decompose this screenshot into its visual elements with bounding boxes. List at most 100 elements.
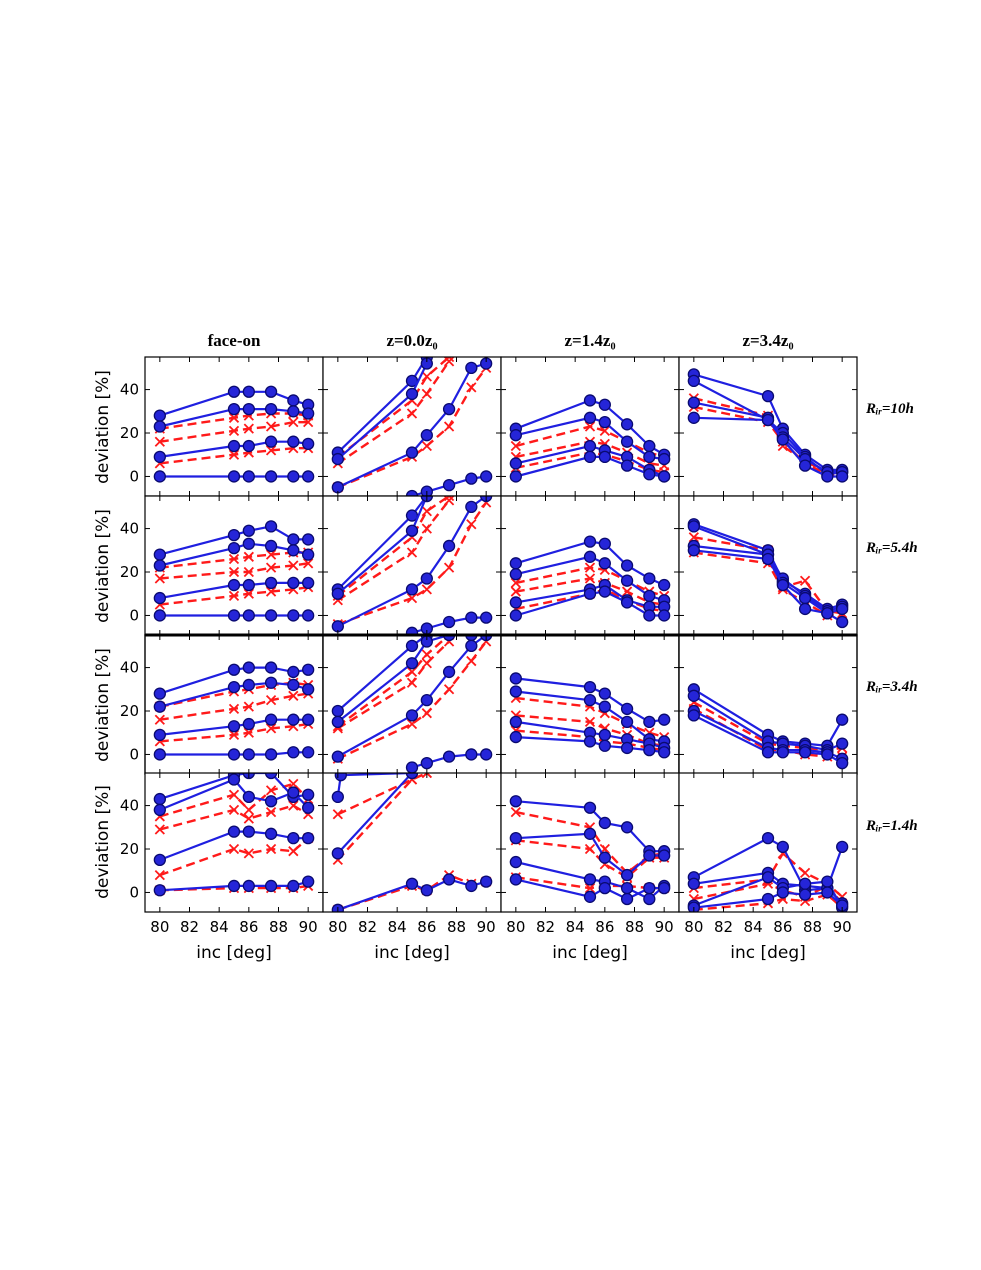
panel-r3-c1: 80 82 84 86 88 90 (322, 772, 502, 936)
cross-marker (584, 562, 596, 573)
circle-marker (761, 552, 775, 566)
cross-marker (265, 549, 277, 560)
cross-marker (421, 523, 432, 534)
circle-marker (227, 439, 241, 453)
circle-marker (302, 609, 315, 622)
circle-marker (687, 709, 700, 722)
cross-marker (243, 804, 254, 816)
circle-marker (302, 788, 315, 801)
circle-marker (583, 694, 597, 707)
cross-marker (466, 519, 477, 530)
x-tick-label-4: 88 (625, 918, 644, 936)
circle-marker (509, 457, 522, 470)
circle-marker (643, 892, 656, 906)
circle-marker (509, 715, 522, 729)
circle-marker (821, 607, 834, 620)
circle-marker (302, 548, 315, 561)
cross-marker (154, 869, 165, 881)
panel-plot-area (687, 832, 849, 912)
circle-marker (442, 402, 456, 416)
cross-marker (288, 417, 299, 428)
circle-marker (302, 746, 315, 759)
circle-marker (287, 678, 300, 692)
circle-marker (583, 550, 597, 563)
panel-frame (678, 772, 858, 913)
circle-marker (583, 801, 597, 814)
circle-marker (643, 572, 656, 585)
circle-marker (836, 602, 849, 616)
circle-marker (620, 821, 634, 834)
panel-r3-c2: 80 82 84 86 88 90 (500, 772, 680, 936)
cross-marker (799, 575, 811, 586)
cross-marker (243, 701, 254, 712)
cross-marker (510, 440, 521, 452)
circle-marker (264, 713, 278, 726)
circle-marker (583, 827, 597, 840)
circle-marker (287, 544, 300, 557)
panel-r3-c3: 80 82 84 86 88 90 (678, 772, 858, 936)
y-tick-label-2: 40 (120, 381, 139, 399)
x-tick-label-0: 80 (328, 918, 347, 936)
column-title-0: face-on (208, 331, 261, 350)
circle-marker (331, 587, 344, 600)
x-tick-label-3: 86 (239, 918, 258, 936)
panel-plot-area (153, 385, 315, 483)
circle-marker (153, 687, 166, 700)
ylabel-row-1: deviation [%] (93, 509, 113, 623)
circle-marker (509, 557, 522, 570)
column-title-3: z=3.4z₀ (742, 331, 793, 350)
circle-marker (480, 875, 493, 888)
cross-marker (243, 848, 254, 859)
circle-marker (509, 832, 522, 845)
cross-marker (228, 449, 240, 460)
cross-marker (406, 408, 418, 419)
circle-marker (242, 825, 255, 838)
circle-marker (442, 665, 456, 679)
panel-plot-area (509, 672, 671, 759)
circle-marker (287, 609, 300, 622)
cross-marker (332, 809, 343, 820)
circle-marker (153, 450, 166, 464)
cross-marker (154, 714, 165, 725)
panel-r2-c1 (322, 634, 502, 775)
circle-marker (509, 568, 522, 581)
dashed-series-line-1 (159, 692, 309, 721)
circle-marker (405, 583, 419, 596)
circle-marker (658, 881, 671, 895)
circle-marker (242, 661, 255, 674)
circle-marker (836, 737, 849, 750)
dashed-series-line-0 (159, 412, 309, 430)
circle-marker (442, 615, 456, 629)
x-tick-label-3: 86 (773, 918, 792, 936)
circle-marker (264, 661, 278, 674)
circle-marker (420, 429, 433, 442)
cross-marker (265, 586, 277, 597)
circle-marker (153, 803, 166, 817)
circle-marker (776, 840, 789, 853)
circle-marker (227, 663, 241, 676)
cross-marker (228, 425, 240, 436)
panel-r0-c3 (678, 356, 858, 497)
x-tick-label-0: 80 (684, 918, 703, 936)
circle-marker (509, 470, 522, 483)
circle-marker (620, 881, 634, 895)
circle-marker (405, 524, 419, 537)
row-label-3: Rᵢᵣ=1.4h (865, 818, 918, 834)
circle-marker (598, 416, 611, 429)
x-tick-label-5: 90 (833, 918, 852, 936)
circle-marker (598, 557, 611, 570)
cross-marker (584, 573, 596, 584)
circle-marker (643, 450, 656, 464)
cross-marker (443, 684, 455, 695)
circle-marker (287, 470, 300, 483)
circle-marker (153, 884, 166, 897)
circle-marker (687, 411, 700, 424)
circle-marker (620, 702, 634, 715)
ylabel-row-2: deviation [%] (93, 648, 113, 762)
cross-marker (228, 703, 240, 714)
circle-marker (227, 541, 241, 555)
dashed-series-line-2 (515, 729, 665, 752)
panels-layer: 0 20 40 0 20 40 0 20 40 0 20 40 80 82 84 86 88 90 80 82 84 86… (120, 356, 858, 936)
circle-marker (287, 576, 300, 590)
